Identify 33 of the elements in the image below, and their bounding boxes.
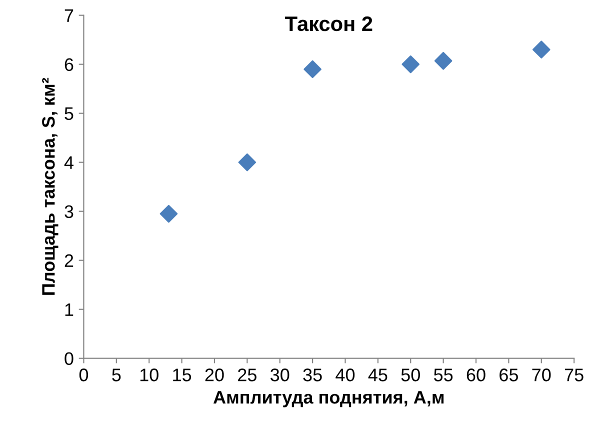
x-tick-label: 25 (238, 368, 256, 382)
point (402, 55, 420, 74)
y-tick-label: 1 (65, 303, 74, 316)
x-axis-title: Амплитуда поднятия, А,м (213, 391, 444, 408)
x-tick-label: 50 (401, 368, 420, 382)
x-tick-label: 30 (270, 368, 290, 382)
x-tick-label: 55 (434, 368, 453, 382)
y-tick-label: 5 (64, 107, 74, 120)
point (304, 60, 322, 78)
x-tick-label: 45 (368, 368, 388, 382)
y-tick-label: 0 (64, 352, 74, 366)
chart-title: Таксон 2 (285, 16, 372, 32)
x-tick-label: 60 (466, 368, 486, 382)
x-tick-label: 15 (173, 368, 192, 382)
y-tick-label: 2 (64, 254, 74, 267)
x-tick-label: 65 (500, 368, 518, 382)
x-tick-label: 10 (140, 368, 158, 382)
x-tick-label: 70 (532, 368, 551, 382)
y-tick-label: 4 (64, 156, 74, 169)
y-tick-label: 6 (64, 58, 74, 72)
y-tick-label: 3 (64, 205, 74, 218)
point (532, 40, 550, 59)
x-tick-label: 20 (205, 368, 224, 382)
point (238, 153, 256, 172)
point (160, 204, 178, 223)
point (434, 52, 452, 70)
x-tick-label: 75 (564, 368, 584, 382)
y-tick-label: 7 (64, 9, 74, 22)
x-tick-label: 5 (112, 368, 121, 382)
y-axis-title: Площадь таксона, S, км² (42, 78, 58, 295)
x-tick-label: 0 (79, 368, 88, 382)
x-tick-label: 40 (336, 368, 355, 382)
x-tick-label: 35 (303, 368, 322, 382)
